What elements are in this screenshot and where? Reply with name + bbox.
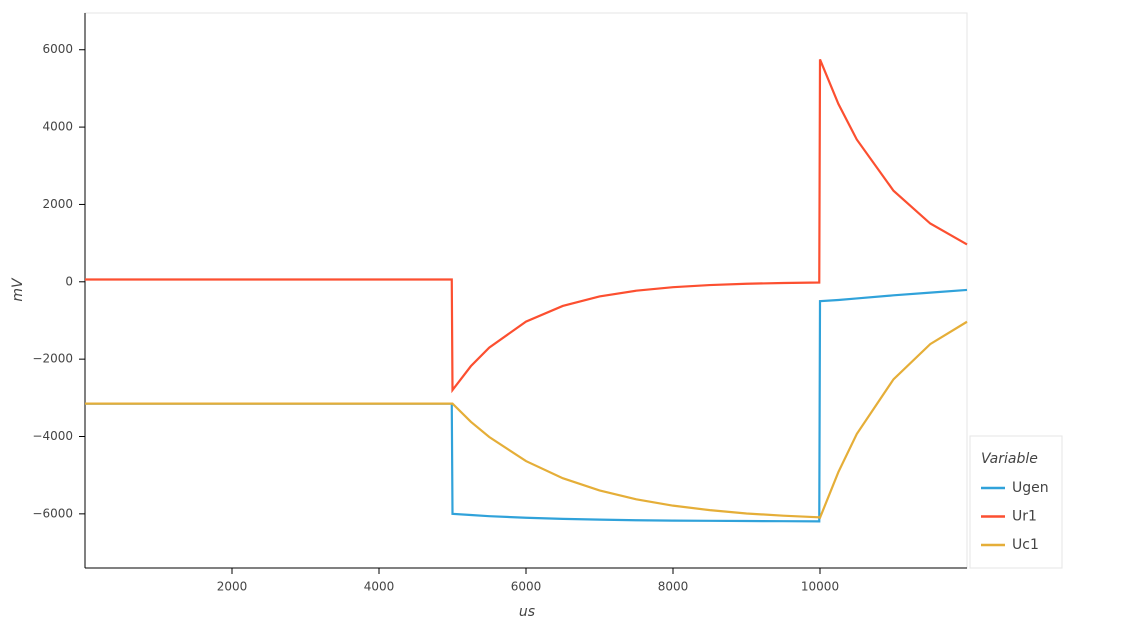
x-tick-label: 2000	[217, 580, 248, 594]
x-tick-label: 6000	[511, 580, 542, 594]
legend-label: Ugen	[1012, 480, 1049, 496]
x-tick-label: 10000	[801, 580, 839, 594]
legend-label: Uc1	[1012, 537, 1039, 553]
series-line	[85, 58, 968, 394]
y-tick-label: −4000	[32, 429, 73, 443]
y-tick-label: 4000	[42, 120, 73, 134]
x-axis-label: us	[519, 604, 535, 620]
y-axis-label: mV	[10, 277, 26, 302]
y-tick-label: −2000	[32, 352, 73, 366]
y-tick-label: 0	[65, 274, 73, 288]
legend-label: Ur1	[1012, 509, 1037, 525]
y-tick-label: −6000	[32, 506, 73, 520]
series-line	[85, 320, 968, 520]
legend-title: Variable	[981, 451, 1038, 467]
x-tick-label: 8000	[658, 580, 689, 594]
y-tick-label: 2000	[42, 197, 73, 211]
x-tick-label: 4000	[364, 580, 395, 594]
series-line	[85, 288, 968, 523]
y-tick-label: 6000	[42, 42, 73, 56]
